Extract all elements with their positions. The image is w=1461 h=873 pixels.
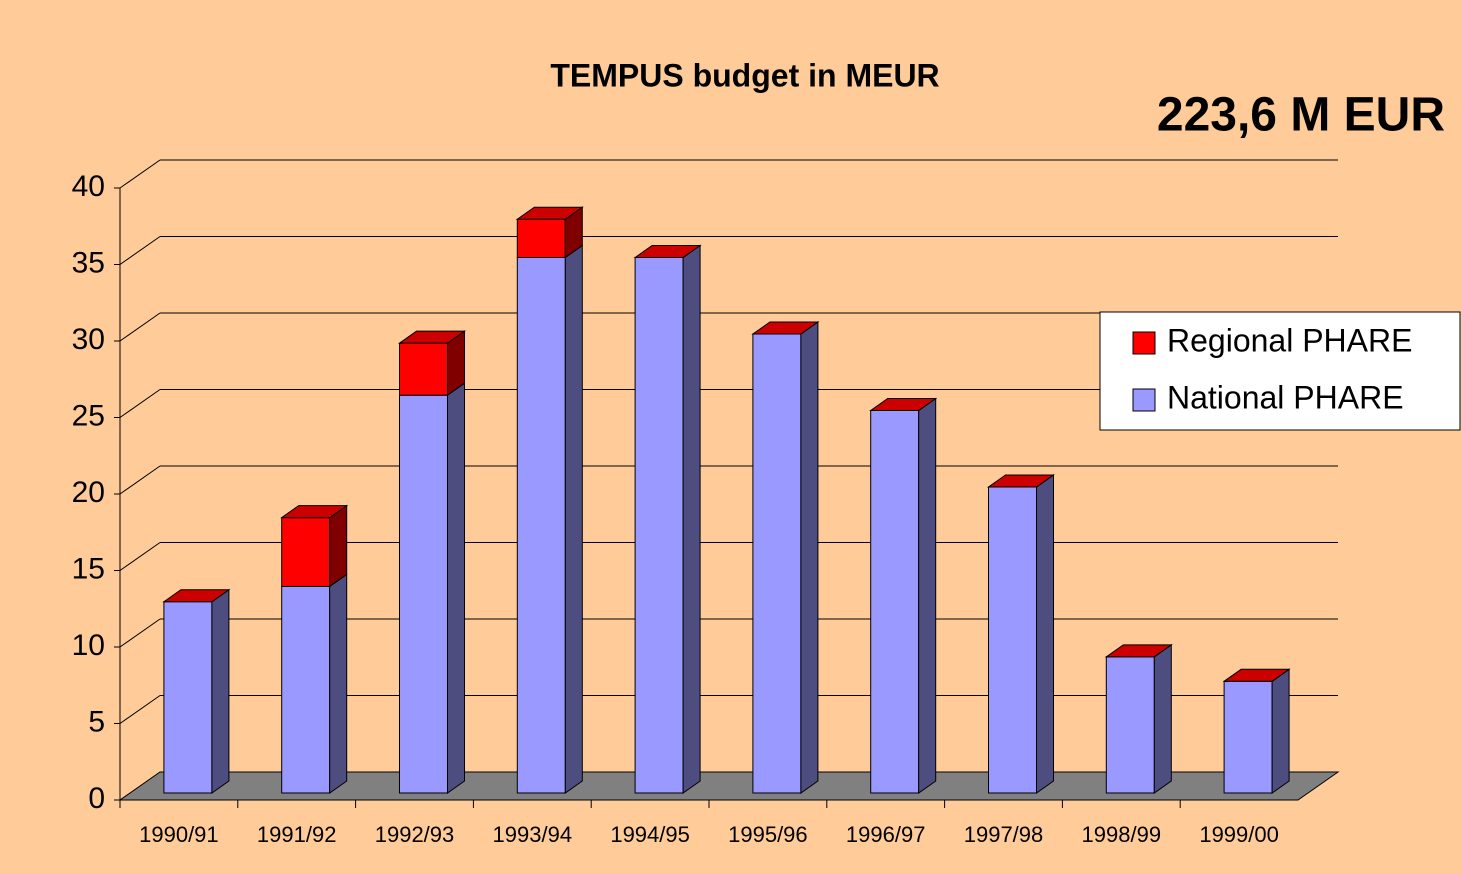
x-tick-label: 1997/98 [964, 822, 1044, 847]
bar-segment [634, 257, 684, 794]
x-tick-label: 1994/95 [610, 822, 690, 847]
bar-segment [516, 257, 566, 794]
bar-side [1153, 643, 1172, 794]
bar-segment [516, 218, 566, 258]
x-tick-label: 1999/00 [1199, 822, 1279, 847]
bar-segment [281, 517, 331, 587]
grid-line [119, 542, 161, 571]
bar-top [986, 474, 1056, 488]
x-tick-label: 1991/92 [257, 822, 337, 847]
bar-top [397, 330, 467, 344]
y-tick-label: 20 [72, 476, 105, 509]
legend-label: Regional PHARE [1167, 322, 1412, 358]
x-tick-label: 1995/96 [728, 822, 808, 847]
x-tick-label: 1992/93 [375, 822, 455, 847]
legend-swatch [1132, 388, 1156, 412]
bar-segment [281, 585, 331, 794]
bar-segment [752, 333, 802, 794]
grid-line [119, 236, 161, 265]
x-tick-label: 1998/99 [1082, 822, 1162, 847]
legend-label: National PHARE [1167, 379, 1404, 415]
y-tick-label: 10 [72, 629, 105, 662]
bar-side [447, 382, 465, 794]
bar-side [329, 504, 348, 588]
bar-side [564, 244, 583, 794]
bar-segment [1223, 680, 1273, 794]
y-tick-label: 5 [88, 705, 105, 738]
bar-top [869, 398, 938, 411]
y-tick-label: 0 [88, 782, 105, 815]
bar-side [211, 588, 230, 794]
grid-line [119, 618, 161, 648]
bar-top [1222, 668, 1291, 682]
bar-top [751, 321, 820, 335]
x-tick-label: 1996/97 [846, 822, 926, 847]
bar-side [1271, 668, 1290, 794]
legend-swatch [1132, 331, 1156, 355]
bar-segment [870, 410, 920, 794]
grid-line [119, 389, 161, 418]
grid-line [119, 695, 161, 724]
grid-line [119, 159, 161, 189]
bar-top [633, 245, 702, 258]
bar-top [280, 505, 349, 519]
y-tick-label: 40 [72, 170, 105, 203]
bar-segment [399, 394, 448, 794]
bar-segment [1105, 656, 1155, 794]
bar-segment [399, 342, 448, 396]
bar-top [1104, 644, 1173, 658]
bar-segment [163, 601, 213, 794]
x-tick-label: 1993/94 [493, 822, 573, 847]
annotation: 223,6 M EUR [1157, 89, 1445, 142]
bar-side [1036, 474, 1054, 794]
bar-top [515, 206, 584, 220]
chart-title: TEMPUS budget in MEUR [550, 57, 939, 93]
bar-segment [988, 486, 1037, 794]
x-tick-label: 1990/91 [139, 822, 219, 847]
bar-side [800, 321, 819, 794]
bar-side [918, 397, 937, 794]
y-tick-label: 25 [72, 399, 105, 432]
legend-box [1099, 311, 1461, 431]
y-tick-label: 35 [72, 246, 105, 279]
grid-line [119, 312, 161, 342]
bar-top [162, 589, 231, 603]
y-tick-label: 15 [72, 552, 105, 585]
bar-side [682, 244, 701, 794]
y-tick-label: 30 [72, 323, 105, 356]
bar-side [329, 573, 348, 794]
grid-line [119, 465, 161, 495]
